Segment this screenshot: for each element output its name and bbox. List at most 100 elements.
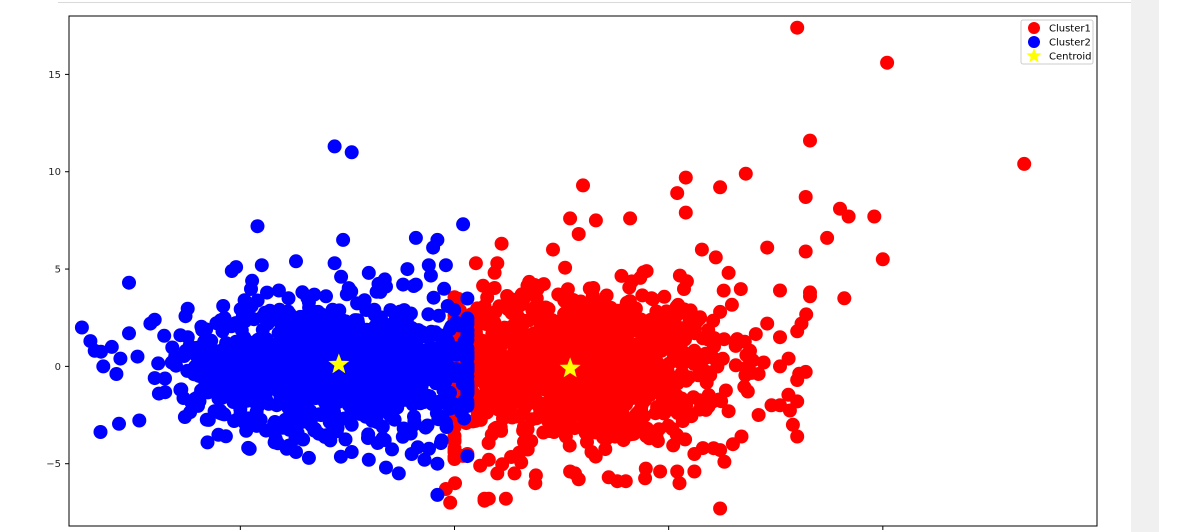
data-point [577,411,592,426]
data-point [371,315,386,330]
notebook-output-frame [58,0,1131,3]
data-point [426,290,441,305]
data-point [240,373,255,388]
data-point [578,425,593,440]
data-point [341,327,356,342]
data-point [348,313,363,328]
data-point [147,312,162,327]
data-point [687,343,702,358]
data-point [408,230,423,245]
data-point [657,383,672,398]
data-point [312,307,327,322]
data-point [250,219,265,234]
data-point [460,323,475,338]
data-point [716,283,731,298]
data-point [437,281,452,296]
data-point [554,390,569,405]
data-point [841,209,856,224]
data-point [773,330,787,345]
data-point [544,323,559,338]
data-point [377,433,392,447]
data-point [710,359,725,374]
data-point [423,268,438,283]
legend-marker [1028,22,1040,34]
data-point [764,398,779,413]
data-point [476,278,491,293]
data-point [694,242,709,257]
data-point [837,291,852,306]
data-point [456,217,471,232]
data-point [516,423,531,438]
data-point [440,299,455,313]
data-point [216,312,231,327]
data-point [558,260,573,275]
data-point [713,180,728,195]
data-point [616,408,631,423]
data-point [717,332,732,347]
data-point [336,232,351,247]
data-point [254,258,269,273]
data-point [563,211,578,226]
y-tick-label: 5 [55,265,61,276]
data-point [569,396,584,411]
data-point [158,371,172,386]
data-point [514,365,529,380]
data-point [611,326,626,341]
data-point [151,386,166,401]
data-point [760,240,775,255]
data-point [670,186,685,201]
data-point [290,346,305,360]
data-point [531,325,546,340]
data-point [558,309,573,324]
data-point [477,493,492,508]
data-point [563,464,578,479]
data-point [241,337,256,352]
data-point [370,415,384,430]
data-point [487,281,502,295]
data-point [263,339,278,354]
data-point [608,429,622,444]
data-point [790,394,805,409]
data-point [301,450,316,465]
data-point [492,299,507,314]
data-point [421,258,436,273]
data-point [571,227,586,241]
data-point [270,368,285,383]
data-point [725,437,740,452]
data-point [207,404,222,419]
data-point [376,398,391,412]
data-point [104,339,119,354]
data-point [588,449,603,464]
data-point [254,332,268,347]
data-point [717,454,732,469]
data-point [200,435,215,450]
data-point [670,376,685,391]
data-point [867,209,882,224]
data-point [74,320,89,335]
scrollbar-gutter[interactable] [1131,0,1159,532]
data-point [798,244,813,259]
y-tick-label: −5 [46,459,61,470]
y-tick-label: 10 [48,167,61,178]
data-point [657,307,672,322]
data-point [408,277,423,292]
legend-label: Cluster1 [1049,24,1091,35]
data-point [361,265,376,280]
data-point [623,211,638,226]
data-point [400,262,415,277]
data-point [470,405,485,420]
data-point [447,434,462,449]
data-point [246,359,261,373]
data-point [151,356,166,371]
plot-area-frame [68,15,1098,527]
data-point [112,416,126,431]
legend: Cluster1 Cluster2 Centroid [1020,19,1094,65]
data-point [798,190,813,204]
data-point [307,327,321,342]
data-point [460,362,475,377]
data-point [311,348,325,363]
data-point [744,365,759,380]
data-point [367,385,382,400]
data-point [460,384,475,399]
